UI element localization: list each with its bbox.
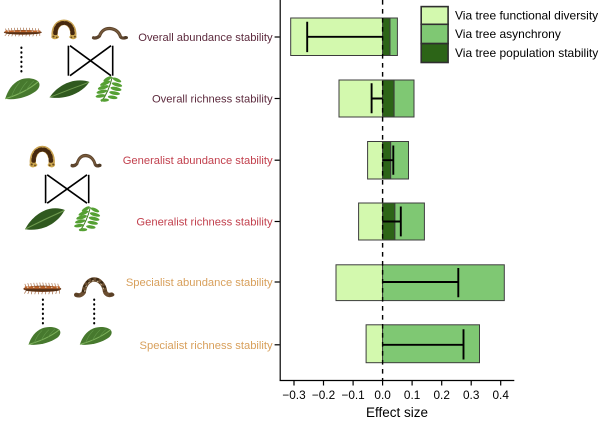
svg-text:0.0: 0.0 — [374, 388, 391, 402]
svg-text:Via tree population stability: Via tree population stability — [455, 46, 598, 60]
svg-text:0.4: 0.4 — [492, 388, 509, 402]
svg-text:Overall abundance stability: Overall abundance stability — [138, 32, 273, 44]
svg-text:Effect size: Effect size — [366, 405, 428, 420]
svg-text:0.2: 0.2 — [433, 388, 449, 402]
svg-text:0.1: 0.1 — [404, 388, 420, 402]
svg-text:−0.3: −0.3 — [282, 388, 306, 402]
svg-text:Overall richness stability: Overall richness stability — [152, 94, 273, 106]
svg-text:Generalist abundance stability: Generalist abundance stability — [123, 155, 273, 167]
svg-text:Via tree asynchrony: Via tree asynchrony — [455, 27, 561, 41]
svg-text:Via tree functional diversity: Via tree functional diversity — [455, 8, 598, 22]
svg-text:Specialist abundance stability: Specialist abundance stability — [126, 277, 273, 289]
svg-text:−0.2: −0.2 — [312, 388, 335, 402]
svg-text:Specialist richness stability: Specialist richness stability — [140, 340, 273, 352]
svg-text:0.3: 0.3 — [463, 388, 480, 402]
svg-text:−0.1: −0.1 — [341, 388, 364, 402]
svg-text:Generalist richness stability: Generalist richness stability — [136, 217, 273, 229]
